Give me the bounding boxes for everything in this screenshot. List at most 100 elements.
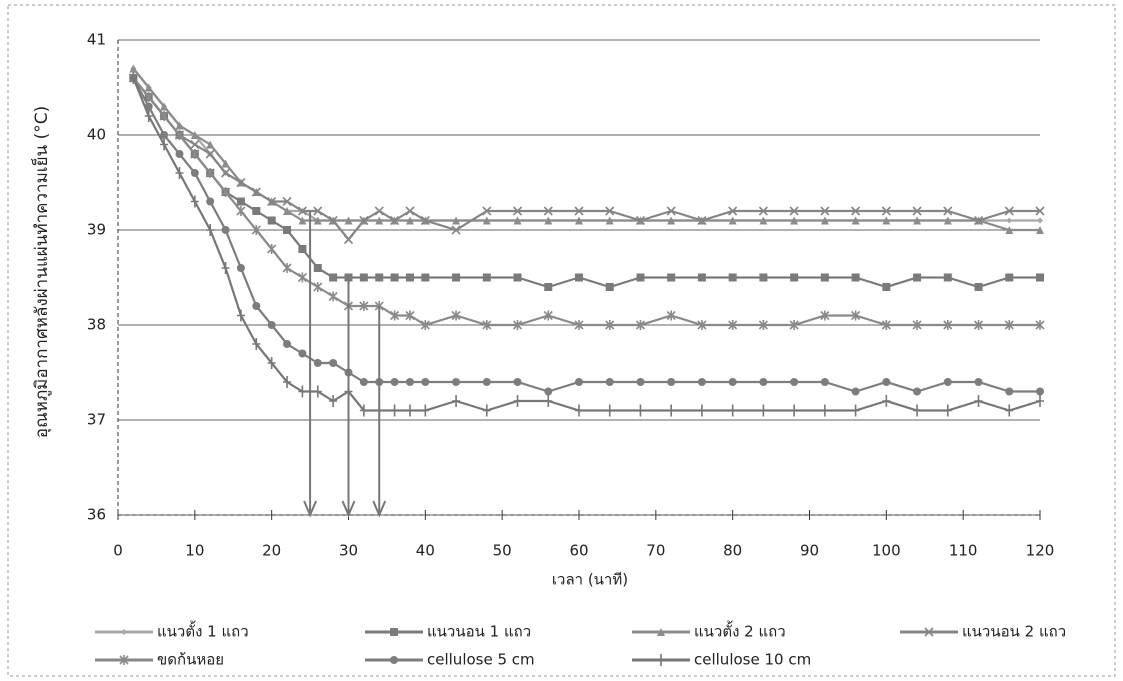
marker [297,206,307,216]
x-tick-label: 50 [493,542,512,560]
marker [697,320,707,330]
marker [913,387,922,396]
marker [544,395,553,407]
marker [575,273,583,282]
marker [636,273,645,282]
marker [121,629,127,635]
frame [7,4,1116,677]
marker [359,301,369,311]
marker [221,159,230,168]
marker [820,378,829,386]
marker [513,378,522,386]
marker [313,359,322,367]
marker [452,216,461,225]
marker [160,102,169,111]
marker [605,404,614,417]
marker [1036,395,1044,407]
marker [605,206,615,216]
marker [544,216,553,225]
marker [728,378,737,386]
marker [390,378,399,386]
legend-label: แนวตั้ง 1 แถว [157,621,249,641]
x-tick-label: 90 [800,542,819,560]
marker [657,654,665,666]
marker [190,195,199,208]
marker [943,206,953,216]
marker [343,234,354,245]
marker [512,206,523,216]
marker [758,206,768,216]
marker [236,264,245,272]
marker [482,206,492,216]
x-tick-label: 20 [262,542,281,560]
marker [912,320,922,330]
marker [728,273,737,282]
marker [513,395,522,407]
marker [344,216,353,225]
marker [205,168,215,178]
marker [728,320,738,330]
marker [913,216,922,225]
legend-label: cellulose 10 cm [694,651,811,669]
arrow [303,211,318,518]
x-tick-label: 110 [949,542,978,560]
marker [882,395,891,407]
marker [159,111,169,121]
marker [359,273,368,282]
marker [667,273,676,282]
y-tick-label: 41 [87,31,106,49]
marker [667,216,676,225]
series-line [132,67,1040,222]
marker [657,628,665,636]
marker [790,378,799,386]
marker [667,378,676,386]
marker [882,378,891,386]
marker [759,273,768,282]
marker [205,149,215,159]
marker [789,206,799,216]
marker [790,273,799,282]
marker [851,387,860,396]
marker [283,376,292,388]
marker [421,378,430,386]
marker [482,404,491,417]
marker [728,404,737,417]
x-tick-label: 0 [113,542,123,560]
marker [329,395,338,407]
marker [298,216,307,225]
marker [390,273,399,282]
series-line [132,77,1040,393]
marker [635,320,646,330]
marker [390,310,400,321]
marker [313,385,322,398]
marker [267,216,276,225]
marker [851,206,861,216]
arrow [372,306,387,518]
marker [575,216,583,225]
marker [974,395,983,407]
marker [1005,273,1014,282]
marker [420,320,430,330]
marker [913,404,922,417]
marker [512,320,523,330]
marker [1036,387,1044,396]
marker [144,110,153,122]
marker [666,310,676,321]
marker [882,216,891,225]
marker [420,215,430,226]
x-tick-label: 30 [339,542,358,560]
marker [298,245,307,253]
marker [882,283,891,291]
marker [390,656,398,664]
marker [636,404,645,417]
marker [359,404,368,417]
marker [575,404,583,417]
marker [697,378,706,386]
marker [881,320,891,330]
marker [820,310,830,321]
marker [943,404,952,417]
marker [329,359,338,367]
marker [390,215,400,226]
marker [359,215,369,226]
